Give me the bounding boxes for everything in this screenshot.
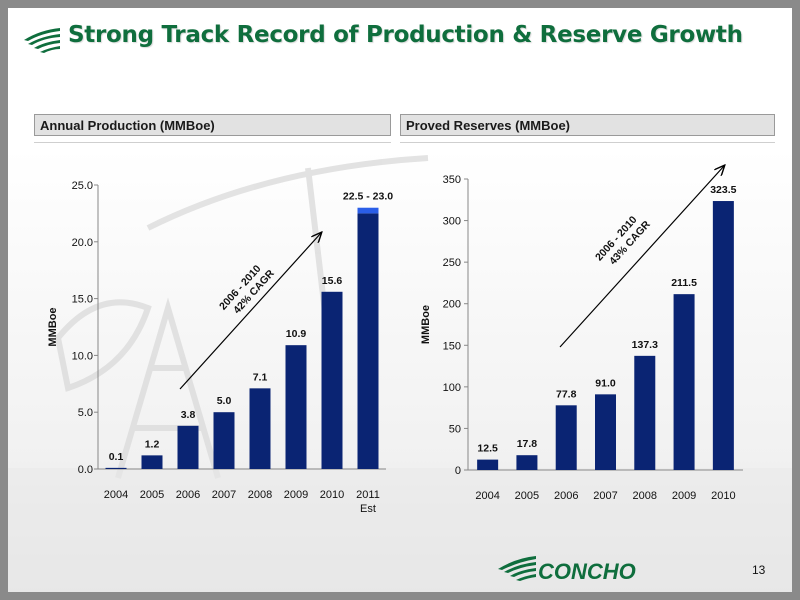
production-y-tick-label: 5.0: [78, 407, 93, 419]
production-y-tick-label: 25.0: [72, 180, 93, 192]
production-y-tick-label: 15.0: [72, 294, 93, 306]
reserves-bar: [673, 294, 695, 470]
reserves-bar: [555, 405, 577, 470]
production-data-label: 7.1: [253, 371, 268, 383]
production-x-tick-sublabel: Est: [360, 503, 376, 515]
reserves-x-tick-label: 2010: [711, 490, 735, 502]
reserves-x-tick-label: 2007: [593, 490, 617, 502]
production-x-tick-label: 2004: [104, 489, 128, 501]
reserves-y-axis-label: MMBoe: [420, 305, 432, 344]
production-x-tick-label: 2009: [284, 489, 308, 501]
production-panel-header: Annual Production (MMBoe): [34, 114, 391, 136]
reserves-x-tick-label: 2005: [515, 490, 539, 502]
production-x-tick-label: 2006: [176, 489, 200, 501]
production-bar: [105, 467, 127, 469]
reserves-bar: [712, 201, 734, 471]
production-x-tick-label: 2005: [140, 489, 164, 501]
page-title: Strong Track Record of Production & Rese…: [68, 22, 743, 48]
production-x-tick-label: 2011: [356, 489, 380, 501]
reserves-data-label: 91.0: [595, 377, 616, 389]
reserves-y-tick-label: 300: [443, 216, 461, 228]
production-data-label: 1.2: [145, 438, 160, 450]
production-bar: [177, 425, 199, 469]
production-bar: [213, 412, 235, 469]
production-data-label: 5.0: [217, 395, 232, 407]
reserves-y-tick-label: 0: [455, 465, 461, 477]
production-y-tick-label: 20.0: [72, 237, 93, 249]
reserves-data-label: 323.5: [710, 184, 736, 196]
production-bar: [249, 388, 271, 469]
production-x-tick-label: 2010: [320, 489, 344, 501]
reserves-data-label: 137.3: [632, 339, 658, 351]
reserves-bar: [516, 455, 538, 470]
reserves-x-tick-label: 2008: [633, 490, 657, 502]
svg-text:CONCHO: CONCHO: [538, 559, 636, 584]
reserves-y-tick-label: 350: [443, 174, 461, 186]
production-data-label: 10.9: [286, 328, 307, 340]
reserves-bar: [634, 355, 656, 470]
production-data-label: 3.8: [181, 409, 196, 421]
charts-canvas: 0.0 5.0 10.0 15.0 20.0 25.0 MMBoe 0.1 2004 1.2 200…: [47, 8, 743, 515]
reserves-data-label: 211.5: [671, 277, 697, 289]
concho-wordmark-logo: CONCHO: [498, 556, 636, 584]
reserves-y-tick-label: 200: [443, 299, 461, 311]
divider: [400, 142, 775, 143]
production-data-label: 0.1: [109, 451, 124, 463]
production-x-tick-label: 2008: [248, 489, 272, 501]
reserves-x-tick-label: 2006: [554, 490, 578, 502]
slide: Strong Track Record of Production & Rese…: [8, 8, 792, 592]
reserves-x-tick-label: 2009: [672, 490, 696, 502]
pumpjack-background-image: [8, 148, 792, 592]
reserves-growth-arrow: [559, 166, 724, 348]
reserves-data-label: 12.5: [477, 443, 498, 455]
production-bar: [141, 455, 163, 469]
production-growth-arrow: [179, 233, 321, 390]
reserves-data-label: 17.8: [517, 438, 538, 450]
concho-logo-icon: [24, 28, 60, 53]
reserves-y-tick-label: 50: [449, 423, 461, 435]
reserves-data-label: 77.8: [556, 388, 577, 400]
reserves-y-tick-label: 150: [443, 340, 461, 352]
production-data-label: 15.6: [322, 275, 343, 287]
divider: [34, 142, 391, 143]
reserves-x-tick-label: 2004: [475, 490, 499, 502]
reserves-y-tick-label: 100: [443, 382, 461, 394]
production-bar: [285, 345, 307, 469]
production-bar: [321, 291, 343, 469]
reserves-bar: [595, 394, 616, 470]
production-bar-range: [357, 207, 379, 214]
production-y-tick-label: 10.0: [72, 350, 93, 362]
production-x-tick-label: 2007: [212, 489, 236, 501]
reserves-bar: [477, 459, 499, 470]
page-number: 13: [752, 563, 766, 577]
production-data-label: 22.5 - 23.0: [343, 191, 393, 203]
reserves-y-tick-label: 250: [443, 257, 461, 269]
production-y-axis-label: MMBoe: [47, 307, 59, 346]
production-y-tick-label: 0.0: [78, 464, 93, 476]
production-bar: [357, 213, 379, 469]
reserves-panel-header: Proved Reserves (MMBoe): [400, 114, 775, 136]
